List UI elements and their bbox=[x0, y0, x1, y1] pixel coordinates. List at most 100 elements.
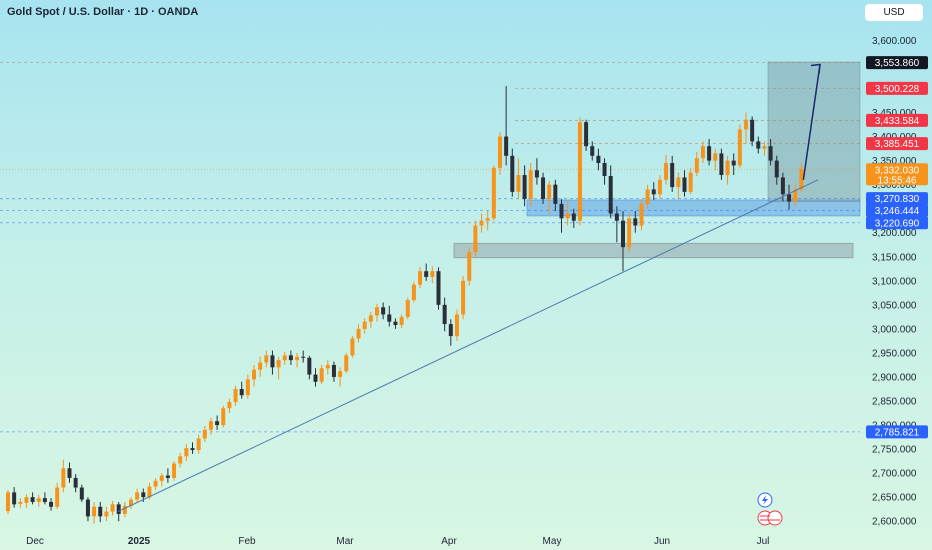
candle-body bbox=[461, 280, 466, 315]
candle-body bbox=[547, 184, 552, 200]
candle-body bbox=[208, 421, 213, 430]
price-tag-label: 3,246.444 bbox=[875, 206, 920, 217]
candle-body bbox=[651, 189, 656, 195]
price-tag[interactable] bbox=[866, 425, 928, 439]
candle-body bbox=[694, 158, 699, 173]
x-tick-label: Dec bbox=[26, 536, 44, 547]
candle-body bbox=[614, 213, 619, 221]
candle-body bbox=[793, 189, 798, 202]
y-tick-label: 3,600.000 bbox=[872, 36, 917, 47]
candle-body bbox=[362, 321, 367, 329]
price-tag[interactable] bbox=[866, 81, 928, 95]
candle-body bbox=[725, 160, 730, 176]
y-tick-label: 2,900.000 bbox=[872, 372, 917, 383]
price-tag[interactable] bbox=[866, 192, 928, 206]
candle-body bbox=[356, 328, 361, 339]
candle-body bbox=[553, 184, 558, 204]
price-tag-label: 3,500.228 bbox=[875, 84, 920, 95]
candle-body bbox=[756, 141, 761, 149]
candle-body bbox=[12, 492, 17, 505]
candle-body bbox=[55, 487, 60, 507]
candle-body bbox=[24, 497, 29, 503]
candle-body bbox=[387, 314, 392, 322]
support-zone-upper bbox=[526, 199, 861, 217]
candle-body bbox=[418, 271, 423, 285]
candle-body bbox=[559, 203, 564, 219]
candle-body bbox=[780, 177, 785, 195]
y-tick-label: 2,850.000 bbox=[872, 397, 917, 408]
candle-body bbox=[313, 374, 318, 382]
candle-body bbox=[621, 220, 625, 248]
candle-body bbox=[141, 492, 146, 498]
candle-body bbox=[295, 356, 300, 361]
price-tag[interactable] bbox=[866, 163, 928, 186]
y-tick-label: 2,650.000 bbox=[872, 493, 917, 504]
candle-body bbox=[399, 316, 404, 326]
price-tag-label: 3,332.030 bbox=[875, 165, 920, 176]
candle-body bbox=[577, 122, 582, 221]
price-tag[interactable] bbox=[866, 216, 928, 230]
candle-body bbox=[153, 480, 158, 487]
y-tick-label: 3,100.000 bbox=[872, 276, 917, 287]
us-flag-icon-2[interactable] bbox=[767, 510, 783, 526]
candle-body bbox=[178, 456, 183, 464]
candle-body bbox=[498, 136, 502, 168]
candle-body bbox=[676, 177, 681, 188]
y-tick-label: 3,200.000 bbox=[872, 228, 917, 239]
candle-body bbox=[264, 355, 269, 363]
price-tag-label: 3,220.690 bbox=[875, 218, 920, 229]
candle-body bbox=[731, 160, 736, 166]
candle-body bbox=[627, 218, 632, 248]
candle-body bbox=[18, 501, 23, 504]
price-tag[interactable] bbox=[866, 137, 928, 151]
price-tag-label: 3,385.451 bbox=[875, 139, 920, 150]
candle-body bbox=[301, 356, 306, 358]
chart-title: Gold Spot / U.S. Dollar · 1D · OANDA bbox=[7, 6, 199, 18]
price-tag[interactable] bbox=[866, 113, 928, 127]
candle-body bbox=[245, 379, 250, 396]
candle-body bbox=[129, 499, 133, 506]
candle-body bbox=[221, 408, 226, 426]
candle-body bbox=[85, 499, 90, 517]
candle-body bbox=[602, 163, 607, 176]
price-tag[interactable] bbox=[866, 203, 928, 217]
candle-body bbox=[288, 355, 293, 361]
price-tag[interactable] bbox=[866, 56, 928, 70]
candle-body bbox=[307, 357, 312, 375]
candle-body bbox=[49, 501, 54, 507]
candle-body bbox=[202, 429, 207, 439]
candle-body bbox=[233, 388, 238, 402]
y-tick-label: 2,950.000 bbox=[872, 348, 917, 359]
candle-body bbox=[608, 176, 613, 214]
x-tick-label: Mar bbox=[336, 536, 354, 547]
candle-body bbox=[331, 364, 336, 377]
candle-body bbox=[565, 213, 570, 219]
candle-body bbox=[172, 463, 177, 478]
candle-body bbox=[768, 146, 773, 161]
candle-body bbox=[688, 172, 693, 192]
price-tag-label: 2,785.821 bbox=[875, 427, 920, 438]
price-tag-label: 3,433.584 bbox=[875, 116, 920, 127]
candle-body bbox=[424, 271, 429, 277]
candle-body bbox=[282, 355, 287, 361]
candle-body bbox=[276, 360, 281, 368]
candle-body bbox=[571, 213, 576, 221]
candle-body bbox=[258, 362, 263, 370]
support-zone-lower bbox=[453, 242, 854, 259]
price-tag-label: 3,553.860 bbox=[875, 58, 920, 69]
x-tick-label: Jun bbox=[654, 536, 670, 547]
candle-body bbox=[184, 448, 189, 457]
candle-body bbox=[116, 504, 121, 514]
trendline[interactable] bbox=[117, 179, 819, 513]
candle-body bbox=[762, 146, 767, 149]
projection-arrow[interactable] bbox=[802, 64, 821, 180]
currency-button[interactable]: USD bbox=[865, 4, 923, 21]
candle-body bbox=[633, 218, 638, 226]
candle-body bbox=[436, 271, 441, 305]
candle-body bbox=[442, 304, 447, 325]
candle-body bbox=[92, 506, 97, 517]
y-tick-label: 2,700.000 bbox=[872, 469, 917, 480]
candle-body bbox=[541, 177, 546, 200]
